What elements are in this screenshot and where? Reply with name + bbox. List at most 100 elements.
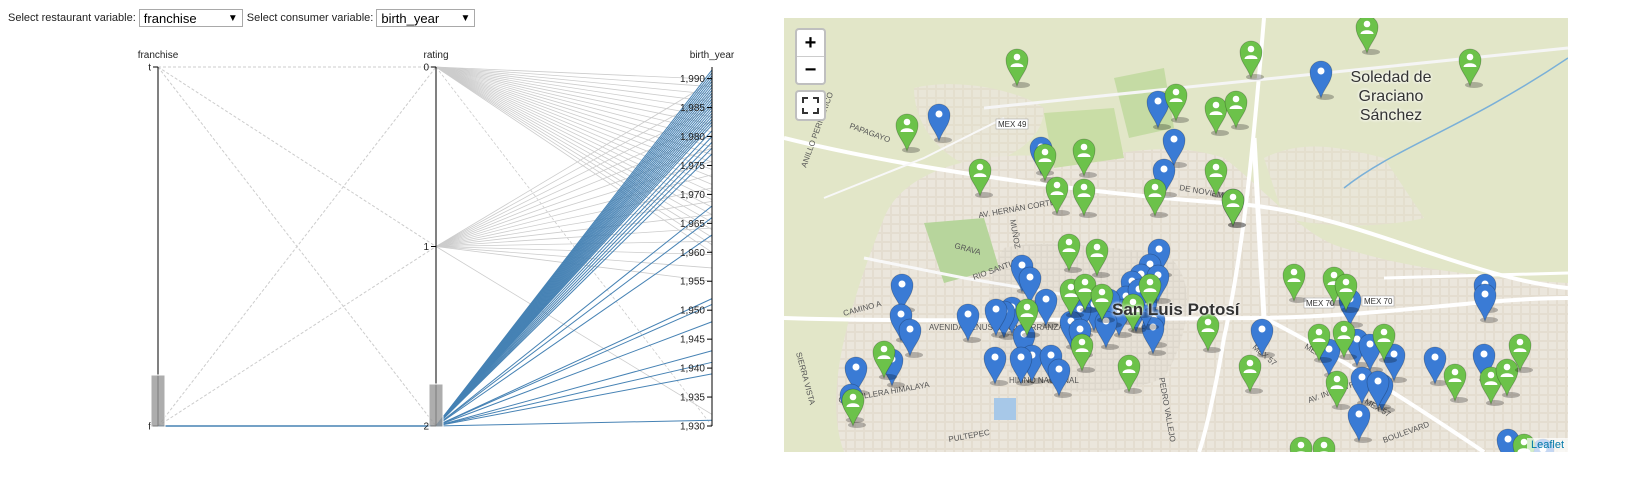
highlight-line — [435, 205, 713, 427]
consumer-marker-icon[interactable] — [1085, 238, 1110, 278]
restaurant-marker-icon[interactable] — [927, 103, 952, 143]
tick-label: 0 — [423, 63, 429, 74]
axis-title-rating[interactable]: rating — [423, 50, 448, 61]
restaurant-marker-icon[interactable] — [1250, 318, 1275, 358]
consumer-marker-icon[interactable] — [1372, 323, 1397, 363]
consumer-variable-value: birth_year — [381, 11, 440, 26]
tick-label: 1,945 — [680, 335, 705, 346]
fullscreen-icon — [802, 97, 819, 114]
restaurant-marker-icon[interactable] — [1347, 403, 1372, 443]
context-line — [435, 66, 713, 170]
consumer-marker-icon[interactable] — [1121, 293, 1146, 333]
consumer-marker-icon[interactable] — [1057, 233, 1082, 273]
attribution-link[interactable]: Leaflet — [1526, 438, 1568, 452]
dropdown-arrow-icon: ▼ — [460, 13, 471, 24]
restaurant-variable-select[interactable]: franchise ▼ — [138, 9, 243, 27]
consumer-marker-icon[interactable] — [1117, 354, 1142, 394]
axis-title-franchise[interactable]: franchise — [138, 50, 179, 61]
restaurant-marker-icon[interactable] — [984, 298, 1009, 338]
restaurant-marker-icon[interactable] — [983, 346, 1008, 386]
zoom-in-button[interactable]: + — [797, 30, 824, 57]
highlight-line — [435, 153, 713, 427]
consumer-marker-icon[interactable] — [1238, 354, 1263, 394]
highlight-line — [435, 298, 713, 427]
consumer-marker-icon[interactable] — [872, 340, 897, 380]
consumer-marker-icon[interactable] — [1224, 90, 1249, 130]
restaurant-marker-icon[interactable] — [1350, 366, 1375, 406]
consumer-marker-icon[interactable] — [1307, 323, 1332, 363]
consumer-marker-icon[interactable] — [1289, 436, 1314, 452]
restaurant-marker-icon[interactable] — [1047, 358, 1072, 398]
consumer-marker-icon[interactable] — [1325, 370, 1350, 410]
map-tiles[interactable]: ANILLO PERIFÉRICO PAPAGAYO MEX 49 AV. HE… — [784, 18, 1568, 452]
consumer-marker-icon[interactable] — [1458, 48, 1483, 88]
consumer-marker-icon[interactable] — [1015, 298, 1040, 338]
consumer-marker-icon[interactable] — [1312, 436, 1337, 452]
restaurant-marker-icon[interactable] — [1423, 346, 1448, 386]
consumer-marker-icon[interactable] — [1332, 320, 1357, 360]
highlight-line — [435, 217, 713, 427]
restaurant-marker-icon[interactable] — [1146, 90, 1171, 130]
restaurant-marker-icon[interactable] — [1366, 370, 1391, 410]
consumer-marker-icon[interactable] — [1282, 263, 1307, 303]
axis-title-birth_year[interactable]: birth_year — [690, 50, 735, 61]
fullscreen-button[interactable] — [795, 90, 826, 121]
consumer-marker-icon[interactable] — [1508, 333, 1533, 373]
consumer-marker-icon[interactable] — [1005, 48, 1030, 88]
consumer-marker-icon[interactable] — [1334, 273, 1359, 313]
restaurant-marker-icon[interactable] — [1309, 60, 1334, 100]
consumer-variable-label: Select consumer variable: — [246, 12, 374, 24]
tick-label: 1,935 — [680, 393, 705, 404]
restaurant-marker-icon[interactable] — [1034, 288, 1059, 328]
context-line — [435, 94, 713, 247]
consumer-variable-select[interactable]: birth_year ▼ — [376, 9, 476, 27]
consumer-marker-icon[interactable] — [1196, 313, 1221, 353]
consumer-marker-icon[interactable] — [1495, 358, 1520, 398]
consumer-marker-icon[interactable] — [1204, 96, 1229, 136]
restaurant-marker-icon[interactable] — [898, 318, 923, 358]
context-line — [435, 66, 713, 103]
brush-franchise[interactable] — [150, 374, 166, 428]
consumer-marker-icon[interactable] — [895, 113, 920, 153]
context-line — [435, 66, 713, 246]
consumer-marker-icon[interactable] — [1143, 178, 1168, 218]
consumer-marker-icon[interactable] — [1072, 138, 1097, 178]
consumer-marker-icon[interactable] — [1070, 333, 1095, 373]
zoom-out-button[interactable]: − — [804, 59, 817, 81]
tick-label: 1,955 — [680, 277, 705, 288]
consumer-marker-icon[interactable] — [968, 158, 993, 198]
restaurant-variable-value: franchise — [143, 11, 197, 26]
consumer-marker-icon[interactable] — [1090, 283, 1115, 323]
consumer-marker-icon[interactable] — [1355, 18, 1380, 55]
consumer-marker-icon[interactable] — [1443, 363, 1468, 403]
map-panel[interactable]: ANILLO PERIFÉRICO PAPAGAYO MEX 49 AV. HE… — [784, 18, 1568, 452]
consumer-marker-icon[interactable] — [841, 388, 866, 428]
context-line — [435, 66, 713, 140]
consumer-marker-icon[interactable] — [1164, 83, 1189, 123]
consumer-marker-icon[interactable] — [1479, 366, 1504, 406]
svg-text:MEX 70: MEX 70 — [1306, 299, 1335, 308]
restaurant-marker-icon[interactable] — [1382, 343, 1407, 383]
restaurant-marker-icon[interactable] — [1162, 128, 1187, 168]
highlight-line — [435, 136, 713, 427]
highlight-line — [435, 350, 713, 427]
svg-text:HIMNO NACIONAL: HIMNO NACIONAL — [1009, 376, 1079, 385]
consumer-marker-icon[interactable] — [1138, 273, 1163, 313]
consumer-marker-icon[interactable] — [1204, 158, 1229, 198]
consumer-marker-icon[interactable] — [1221, 188, 1246, 228]
parallel-coordinates-chart[interactable]: franchise t f rating 0 1 2 birth_year 1,990 1,985… — [0, 0, 780, 482]
consumer-marker-icon[interactable] — [1045, 176, 1070, 216]
restaurant-marker-icon[interactable] — [1141, 316, 1166, 356]
tick-label: 1,975 — [680, 161, 705, 172]
context-line — [435, 174, 713, 247]
consumer-marker-icon[interactable] — [1239, 40, 1264, 80]
restaurant-marker-icon[interactable] — [1473, 283, 1498, 323]
consumer-marker-icon[interactable] — [1072, 178, 1097, 218]
tick-label: 1 — [423, 242, 429, 253]
restaurant-marker-icon[interactable] — [1009, 346, 1034, 386]
consumer-marker-icon[interactable] — [1073, 273, 1098, 313]
city-label: Soledad de Graciano Sánchez — [1350, 69, 1432, 124]
variable-controls: Select restaurant variable: franchise ▼ … — [8, 8, 479, 28]
brush-rating[interactable] — [428, 383, 444, 428]
restaurant-marker-icon[interactable] — [956, 303, 981, 343]
